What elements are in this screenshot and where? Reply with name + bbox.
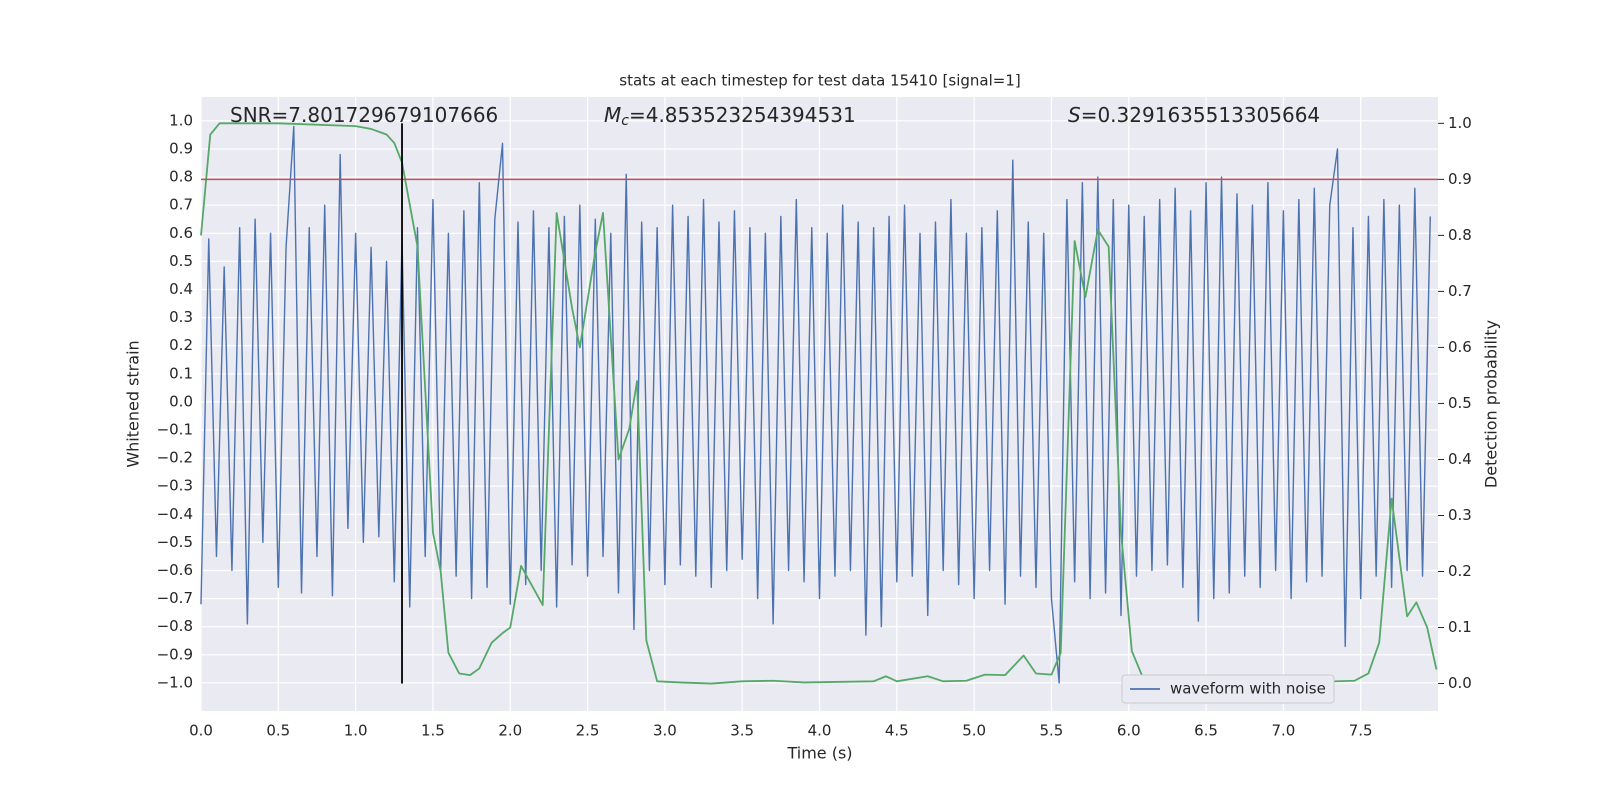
x-tick-label: 2.5 bbox=[576, 722, 600, 740]
annotation: SNR=7.801729679107666 bbox=[230, 103, 498, 127]
x-tick-label: 0.0 bbox=[189, 722, 213, 740]
y-tick-label: −0.6 bbox=[157, 561, 193, 579]
y-tick-label: 0.7 bbox=[169, 196, 193, 214]
y-axis-label: Whitened strain bbox=[124, 340, 143, 467]
y-tick-label: −0.5 bbox=[157, 533, 193, 551]
x-tick-label: 6.0 bbox=[1117, 722, 1141, 740]
y2-tick-label: 0.9 bbox=[1448, 170, 1472, 188]
y-tick-label: −0.4 bbox=[157, 505, 193, 523]
y-tick-label: −0.7 bbox=[157, 589, 193, 607]
x-tick-label: 2.0 bbox=[498, 722, 522, 740]
annotation-subscript: c bbox=[621, 113, 629, 129]
annotation-text: =4.853523254394531 bbox=[629, 103, 856, 127]
y-tick-label: 0.8 bbox=[169, 168, 193, 186]
y2-tick-label: 0.1 bbox=[1448, 618, 1472, 636]
annotation: S=0.3291635513305664 bbox=[1068, 103, 1320, 127]
y-tick-label: 0.6 bbox=[169, 224, 193, 242]
y-tick-label: 0.2 bbox=[169, 336, 193, 354]
y2-axis-label: Detection probability bbox=[1482, 320, 1501, 488]
annotation-symbol: M bbox=[604, 103, 621, 127]
x-tick-label: 7.0 bbox=[1271, 722, 1295, 740]
x-tick-label: 0.5 bbox=[266, 722, 290, 740]
x-axis-label: Time (s) bbox=[786, 744, 852, 763]
y-tick-label: 1.0 bbox=[169, 111, 193, 129]
y2-tick-label: 0.7 bbox=[1448, 282, 1472, 300]
annotation-symbol: S bbox=[1068, 103, 1081, 127]
y2-tick-label: 0.3 bbox=[1448, 506, 1472, 524]
y-tick-label: −0.3 bbox=[157, 477, 193, 495]
y-tick-label: −0.8 bbox=[157, 617, 193, 635]
x-tick-label: 5.0 bbox=[962, 722, 986, 740]
y2-tick-label: 0.5 bbox=[1448, 394, 1472, 412]
y-tick-label: 0.4 bbox=[169, 280, 193, 298]
x-tick-label: 6.5 bbox=[1194, 722, 1218, 740]
x-tick-label: 7.5 bbox=[1349, 722, 1373, 740]
y2-tick-label: 0.0 bbox=[1448, 674, 1472, 692]
x-tick-label: 4.0 bbox=[808, 722, 832, 740]
annotation-text: SNR=7.801729679107666 bbox=[230, 103, 498, 127]
y2-tick-label: 1.0 bbox=[1448, 114, 1472, 132]
y2-tick-label: 0.2 bbox=[1448, 562, 1472, 580]
y-tick-label: −0.2 bbox=[157, 449, 193, 467]
legend-box bbox=[1121, 674, 1335, 704]
x-tick-label: 1.5 bbox=[421, 722, 445, 740]
y-tick-label: 0.1 bbox=[169, 364, 193, 382]
x-tick-label: 5.5 bbox=[1040, 722, 1064, 740]
annotation-text: =0.3291635513305664 bbox=[1081, 103, 1320, 127]
y-tick-label: 0.3 bbox=[169, 308, 193, 326]
y-tick-label: −1.0 bbox=[157, 673, 193, 691]
annotation: Mc=4.853523254394531 bbox=[604, 103, 856, 130]
x-tick-label: 4.5 bbox=[885, 722, 909, 740]
y-tick-label: 0.5 bbox=[169, 252, 193, 270]
x-tick-label: 1.0 bbox=[344, 722, 368, 740]
x-tick-label: 3.5 bbox=[730, 722, 754, 740]
y2-tick-label: 0.4 bbox=[1448, 450, 1472, 468]
legend-label: waveform with noise bbox=[1170, 680, 1326, 698]
y2-tick-label: 0.6 bbox=[1448, 338, 1472, 356]
y2-tick-label: 0.8 bbox=[1448, 226, 1472, 244]
series-line bbox=[200, 125, 1431, 684]
y-tick-label: 0.9 bbox=[169, 139, 193, 157]
y-tick-label: 0.0 bbox=[169, 392, 193, 410]
y-tick-label: −0.9 bbox=[157, 645, 193, 663]
x-tick-label: 3.0 bbox=[653, 722, 677, 740]
y-tick-label: −0.1 bbox=[157, 420, 193, 438]
chart-title: stats at each timestep for test data 154… bbox=[619, 72, 1020, 90]
